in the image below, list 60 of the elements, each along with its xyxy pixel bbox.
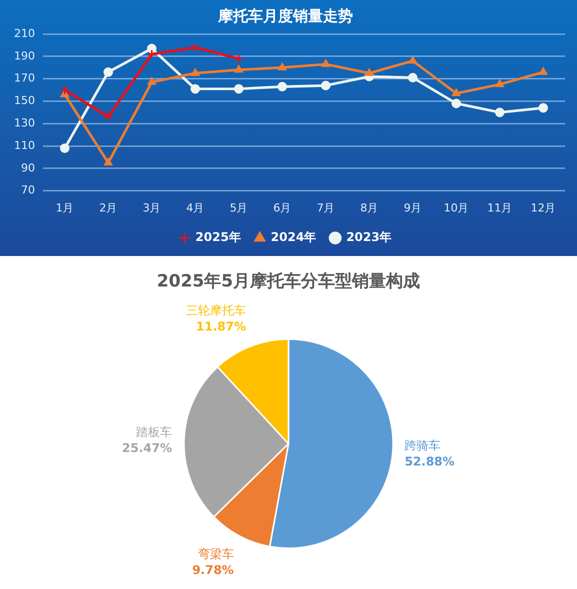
- point: [278, 82, 287, 92]
- x-tick-label: 7月: [316, 201, 335, 214]
- data-label: 25.47%: [122, 440, 172, 455]
- slice-label: 跨骑车: [404, 438, 441, 452]
- x-tick-label: 1月: [56, 201, 74, 214]
- legend-label: 2025年: [195, 230, 241, 244]
- point: [103, 67, 113, 77]
- y-tick-label: 210: [14, 26, 35, 40]
- point: [60, 143, 70, 153]
- x-tick-label: 8月: [360, 201, 378, 214]
- point: [322, 59, 330, 67]
- point: [60, 85, 70, 95]
- x-tick-label: 9月: [404, 201, 422, 214]
- x-tick-label: 11月: [487, 201, 512, 214]
- x-tick-label: 10月: [444, 201, 469, 214]
- point: [321, 80, 330, 90]
- point: [408, 56, 417, 64]
- slice-label: 三轮摩托车: [186, 303, 246, 318]
- point: [146, 44, 156, 54]
- slice-label: 弯梁车: [198, 546, 234, 561]
- chart-title: 摩托车月度销量走势: [217, 6, 353, 25]
- point: [408, 72, 418, 82]
- chart-title: 2025年5月摩托车分车型销量构成: [156, 272, 420, 292]
- y-tick-label: 70: [20, 184, 35, 197]
- point: [234, 65, 243, 73]
- point: [496, 80, 504, 88]
- slice-label: 踏板车: [136, 424, 172, 439]
- point: [190, 84, 200, 94]
- y-tick-label: 110: [14, 138, 35, 152]
- point: [104, 158, 112, 166]
- point: [278, 62, 286, 70]
- data-label: 52.88%: [404, 454, 455, 468]
- y-tick-label: 170: [14, 72, 35, 85]
- y-tick-label: 130: [14, 116, 35, 130]
- x-tick-label: 2月: [99, 201, 118, 214]
- point: [452, 98, 461, 108]
- point: [234, 54, 244, 64]
- point: [365, 68, 374, 76]
- point: [495, 108, 504, 118]
- point: [538, 103, 548, 113]
- point: [103, 112, 113, 122]
- x-tick-label: 3月: [142, 201, 161, 214]
- data-label: 11.87%: [196, 319, 246, 334]
- x-tick-label: 6月: [273, 201, 292, 214]
- y-tick-label: 190: [14, 49, 35, 62]
- point: [148, 77, 156, 85]
- legend-label: 2023年: [346, 230, 392, 244]
- point: [452, 88, 460, 96]
- point: [191, 68, 200, 76]
- y-tick-label: 90: [20, 161, 35, 174]
- point: [234, 84, 244, 94]
- x-tick-label: 12月: [530, 201, 556, 214]
- x-tick-label: 4月: [186, 201, 204, 214]
- x-tick-label: 5月: [230, 201, 248, 214]
- y-tick-label: 150: [14, 94, 35, 108]
- legend-label: 2024年: [270, 230, 316, 244]
- data-label: 9.78%: [192, 562, 234, 577]
- point: [539, 67, 548, 75]
- point: [190, 42, 200, 52]
- point: [146, 49, 156, 59]
